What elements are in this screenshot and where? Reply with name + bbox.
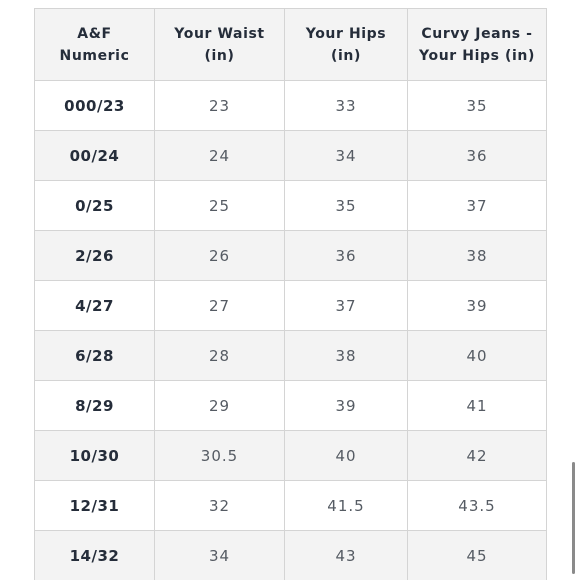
- hips-cell: 40: [284, 430, 408, 481]
- size-cell: 0/25: [34, 180, 155, 231]
- waist-cell: 23: [154, 80, 285, 131]
- waist-cell: 30.5: [154, 430, 285, 481]
- table-row: 10/30 30.5 40 42: [34, 430, 547, 481]
- waist-cell: 34: [154, 530, 285, 580]
- table-row: 0/25 25 35 37: [34, 180, 547, 231]
- hips-cell: 43: [284, 530, 408, 580]
- table-row: 12/31 32 41.5 43.5: [34, 480, 547, 531]
- header-your-hips: Your Hips (in): [284, 8, 408, 81]
- curvy-hips-cell: 41: [407, 380, 547, 431]
- table-row: 2/26 26 36 38: [34, 230, 547, 281]
- size-chart-table: A&F Numeric Your Waist (in) Your Hips (i…: [34, 8, 547, 580]
- size-cell: 000/23: [34, 80, 155, 131]
- curvy-hips-cell: 35: [407, 80, 547, 131]
- header-line: (in): [204, 47, 235, 64]
- hips-cell: 36: [284, 230, 408, 281]
- waist-cell: 25: [154, 180, 285, 231]
- hips-cell: 34: [284, 130, 408, 181]
- table-row: 4/27 27 37 39: [34, 280, 547, 331]
- header-line: Curvy Jeans -: [421, 25, 533, 42]
- header-row: A&F Numeric Your Waist (in) Your Hips (i…: [34, 8, 547, 81]
- size-cell: 12/31: [34, 480, 155, 531]
- table-row: 000/23 23 33 35: [34, 80, 547, 131]
- curvy-hips-cell: 38: [407, 230, 547, 281]
- header-line: Your Hips (in): [419, 47, 535, 64]
- size-cell: 8/29: [34, 380, 155, 431]
- size-cell: 4/27: [34, 280, 155, 331]
- curvy-hips-cell: 36: [407, 130, 547, 181]
- size-chart-body: 000/23 23 33 35 00/24 24 34 36 0/25 25 3…: [34, 80, 547, 580]
- hips-cell: 38: [284, 330, 408, 381]
- table-row: 6/28 28 38 40: [34, 330, 547, 381]
- waist-cell: 24: [154, 130, 285, 181]
- size-cell: 00/24: [34, 130, 155, 181]
- size-cell: 14/32: [34, 530, 155, 580]
- header-curvy-jeans-hips: Curvy Jeans - Your Hips (in): [407, 8, 547, 81]
- table-row: 00/24 24 34 36: [34, 130, 547, 181]
- vertical-scrollbar[interactable]: [572, 462, 575, 574]
- waist-cell: 28: [154, 330, 285, 381]
- size-cell: 6/28: [34, 330, 155, 381]
- size-chart-header: A&F Numeric Your Waist (in) Your Hips (i…: [34, 8, 547, 81]
- waist-cell: 26: [154, 230, 285, 281]
- curvy-hips-cell: 39: [407, 280, 547, 331]
- hips-cell: 35: [284, 180, 408, 231]
- header-line: Your Waist: [174, 25, 265, 42]
- hips-cell: 33: [284, 80, 408, 131]
- header-line: (in): [331, 47, 361, 64]
- hips-cell: 41.5: [284, 480, 408, 531]
- size-cell: 2/26: [34, 230, 155, 281]
- curvy-hips-cell: 43.5: [407, 480, 547, 531]
- size-cell: 10/30: [34, 430, 155, 481]
- header-line: Your Hips: [305, 25, 387, 42]
- header-line: Numeric: [59, 47, 130, 64]
- hips-cell: 37: [284, 280, 408, 331]
- waist-cell: 27: [154, 280, 285, 331]
- curvy-hips-cell: 42: [407, 430, 547, 481]
- table-row: 8/29 29 39 41: [34, 380, 547, 431]
- hips-cell: 39: [284, 380, 408, 431]
- curvy-hips-cell: 45: [407, 530, 547, 580]
- table-row: 14/32 34 43 45: [34, 530, 547, 580]
- waist-cell: 32: [154, 480, 285, 531]
- header-line: A&F: [77, 25, 112, 42]
- curvy-hips-cell: 40: [407, 330, 547, 381]
- curvy-hips-cell: 37: [407, 180, 547, 231]
- header-your-waist: Your Waist (in): [154, 8, 285, 81]
- waist-cell: 29: [154, 380, 285, 431]
- header-af-numeric: A&F Numeric: [34, 8, 155, 81]
